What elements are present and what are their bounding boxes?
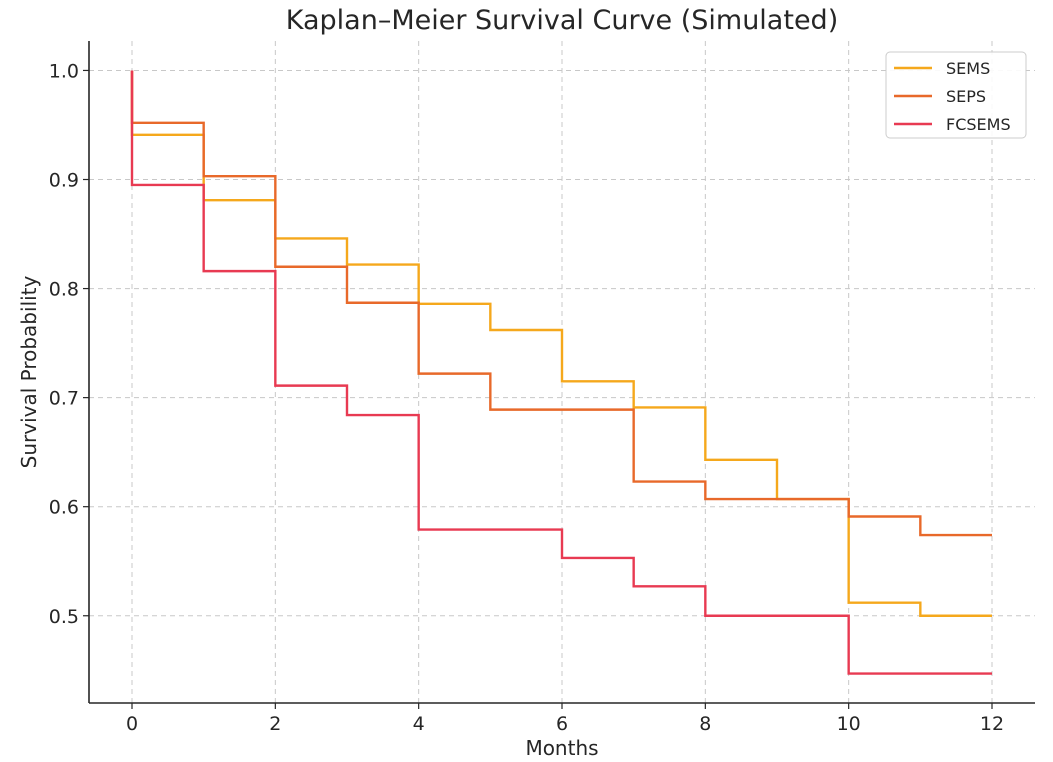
y-tick-label: 0.6 [49, 497, 79, 519]
series-group [130, 70, 992, 675]
chart-title: Kaplan–Meier Survival Curve (Simulated) [286, 5, 838, 36]
legend-label: SEMS [946, 59, 990, 78]
series-line-seps [130, 70, 992, 537]
x-axis-label: Months [525, 736, 598, 760]
legend-label: SEPS [946, 87, 986, 106]
x-tick-label: 12 [980, 713, 1004, 735]
x-tick-label: 6 [556, 713, 568, 735]
x-tick-label: 8 [699, 713, 711, 735]
y-tick-label: 0.9 [49, 170, 79, 192]
y-axis-label: Survival Probability [17, 275, 41, 468]
y-tick-label: 1.0 [49, 60, 79, 82]
x-tick-label: 4 [413, 713, 425, 735]
y-tick-label: 0.7 [49, 388, 79, 410]
legend: SEMS SEPS FCSEMS [885, 51, 1027, 139]
x-tick-label: 10 [837, 713, 861, 735]
series-line-fcsems [130, 70, 992, 675]
legend-label: FCSEMS [946, 115, 1011, 134]
axis-ticks: 0 2 4 6 8 10 12 0.5 0.6 0.7 0.8 0.9 1.0 [49, 60, 1004, 735]
legend-box [885, 51, 1027, 139]
y-tick-label: 0.5 [49, 606, 79, 628]
y-tick-label: 0.8 [49, 279, 79, 301]
x-tick-label: 2 [269, 713, 281, 735]
x-tick-label: 0 [126, 713, 138, 735]
